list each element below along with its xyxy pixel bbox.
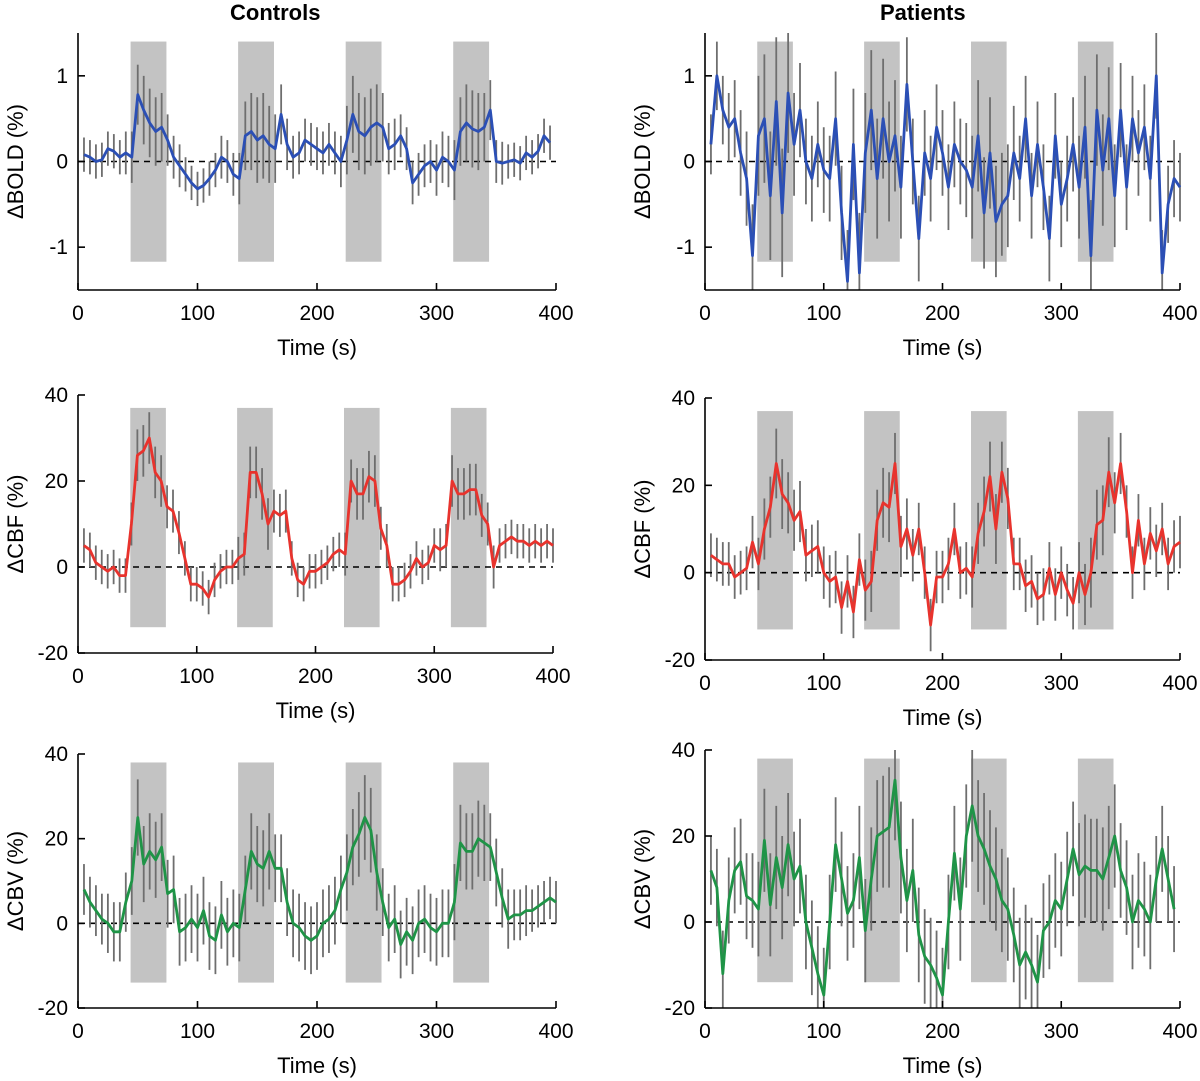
patients-bold-x-tick-label: 200 — [925, 302, 960, 325]
patients-bold-x-tick-label: 100 — [806, 302, 841, 325]
patients-bold-stim-block-2 — [864, 41, 900, 262]
controls-bold-stim-block-3 — [345, 41, 382, 262]
patients-bold-x-axis-label: Time (s) — [903, 335, 983, 360]
controls-cbf-x-tick-label: 100 — [179, 665, 214, 688]
controls-cbv-stim-block-1 — [130, 762, 167, 983]
controls-cbv-y-axis-label: ΔCBV (%) — [3, 831, 28, 931]
controls-cbf-x-tick-label: 200 — [298, 665, 333, 688]
controls-bold-x-axis-label: Time (s) — [277, 335, 357, 360]
patients-cbf-y-tick-label: 40 — [672, 387, 695, 410]
controls-cbv-x-tick-label: 400 — [538, 1020, 573, 1043]
controls-cbf-series-line — [83, 436, 554, 599]
controls-cbf-y-tick-label: 0 — [56, 556, 68, 579]
controls-bold-y-tick-label: 0 — [56, 151, 68, 174]
controls-bold-y-tick-label: 1 — [56, 65, 68, 88]
controls-bold-x-tick-label: 0 — [72, 302, 84, 325]
patients-cbv-x-tick-label: 0 — [699, 1020, 711, 1043]
patients-cbf-x-tick-label: 300 — [1044, 672, 1079, 695]
patients-cbv-stim-block-3 — [971, 758, 1007, 983]
patients-cbf-y-tick-label: 0 — [683, 562, 695, 585]
patients-bold-y-tick-label: 1 — [683, 65, 695, 88]
patients-bold-panel: 0 100 200 300 400 -1 0 1 Time (s) ΔBOLD (%) — [630, 33, 1198, 360]
patients-cbf-series-line — [710, 462, 1181, 627]
patients-cbf-stim-block-1 — [757, 411, 793, 630]
controls-cbv-x-tick-label: 200 — [299, 1020, 334, 1043]
controls-cbv-y-tick-label: -20 — [38, 997, 68, 1020]
patients-bold-x-tick-label: 0 — [699, 302, 711, 325]
controls-cbv-stim-block-2 — [238, 762, 274, 983]
controls-cbv-x-axis-label: Time (s) — [277, 1053, 357, 1078]
patients-cbv-x-tick-label: 100 — [806, 1020, 841, 1043]
patients-bold-y-tick-label: 0 — [683, 151, 695, 174]
controls-cbf-y-tick-label: 20 — [45, 470, 68, 493]
patients-cbv-y-tick-label: 40 — [672, 739, 695, 762]
controls-bold-x-tick-label: 200 — [299, 302, 334, 325]
patients-bold-y-axis-label: ΔBOLD (%) — [630, 104, 655, 219]
patients-bold-y-tick-label: -1 — [676, 236, 695, 259]
controls-cbv-series-line — [82, 816, 557, 946]
controls-title: Controls — [230, 0, 321, 25]
controls-cbv-x-tick-label: 300 — [419, 1020, 454, 1043]
controls-cbf-x-tick-label: 300 — [417, 665, 452, 688]
patients-cbv-x-tick-label: 300 — [1044, 1020, 1079, 1043]
controls-cbv-stim-block-4 — [453, 762, 490, 983]
controls-bold-series-line — [83, 93, 552, 191]
controls-bold-y-axis-label: ΔBOLD (%) — [3, 104, 28, 219]
controls-cbv-x-tick-label: 100 — [180, 1020, 215, 1043]
patients-cbv-series-line — [709, 778, 1176, 997]
controls-cbv-y-tick-label: 20 — [45, 828, 68, 851]
patients-cbv-y-tick-label: -20 — [665, 997, 695, 1020]
controls-cbf-y-tick-label: -20 — [38, 642, 68, 665]
controls-cbf-x-tick-label: 0 — [72, 665, 84, 688]
controls-cbv-x-tick-label: 0 — [72, 1020, 84, 1043]
patients-bold-stim-block-1 — [757, 41, 793, 262]
patients-cbf-y-tick-label: 20 — [672, 474, 695, 497]
patients-bold-x-tick-label: 400 — [1162, 302, 1197, 325]
controls-cbv-y-tick-label: 40 — [45, 743, 68, 766]
patients-cbf-x-tick-label: 200 — [925, 672, 960, 695]
controls-cbf-stim-block-3 — [344, 407, 380, 628]
patients-cbf-y-tick-label: -20 — [665, 649, 695, 672]
patients-cbf-stim-block-3 — [971, 411, 1007, 630]
controls-cbv-y-tick-label: 0 — [56, 912, 68, 935]
patients-cbv-y-tick-label: 0 — [683, 911, 695, 934]
controls-bold-x-tick-label: 100 — [180, 302, 215, 325]
controls-bold-stim-block-4 — [453, 41, 490, 262]
patients-cbv-y-axis-label: ΔCBV (%) — [630, 829, 655, 929]
controls-bold-stim-block-1 — [130, 41, 167, 262]
patients-cbf-stim-block-2 — [864, 411, 900, 630]
controls-cbf-y-axis-label: ΔCBF (%) — [3, 474, 28, 573]
controls-cbf-x-tick-label: 400 — [535, 665, 570, 688]
patients-cbf-x-tick-label: 400 — [1162, 672, 1197, 695]
patients-cbv-x-tick-label: 400 — [1162, 1020, 1197, 1043]
controls-bold-panel: 0 100 200 300 400 -1 0 1 Time (s) ΔBOLD (%) — [3, 33, 574, 360]
controls-cbf-stim-block-4 — [450, 407, 487, 628]
patients-cbv-y-tick-label: 20 — [672, 825, 695, 848]
controls-bold-x-tick-label: 400 — [538, 302, 573, 325]
patients-cbf-x-tick-label: 100 — [806, 672, 841, 695]
patients-cbv-x-tick-label: 200 — [925, 1020, 960, 1043]
patients-title: Patients — [880, 0, 966, 25]
patients-bold-series-line — [709, 74, 1182, 283]
patients-cbf-y-axis-label: ΔCBF (%) — [630, 479, 655, 578]
patients-cbv-x-axis-label: Time (s) — [903, 1053, 983, 1078]
patients-bold-x-tick-label: 300 — [1044, 302, 1079, 325]
controls-bold-x-tick-label: 300 — [419, 302, 454, 325]
controls-cbf-y-tick-label: 40 — [45, 384, 68, 407]
controls-bold-y-tick-label: -1 — [49, 236, 68, 259]
patients-cbf-x-tick-label: 0 — [699, 672, 711, 695]
patients-cbf-x-axis-label: Time (s) — [903, 705, 983, 730]
controls-cbf-stim-block-1 — [130, 407, 166, 628]
controls-cbf-x-axis-label: Time (s) — [276, 698, 356, 723]
